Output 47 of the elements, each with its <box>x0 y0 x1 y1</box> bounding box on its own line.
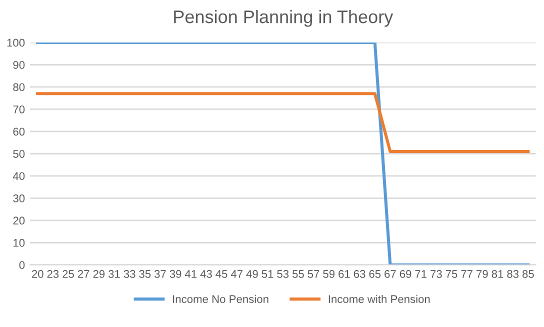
x-tick-label: 59 <box>323 270 335 278</box>
y-tick-label: 70 <box>13 105 25 114</box>
chart-title: Pension Planning in Theory <box>174 10 394 27</box>
x-tick-label: 43 <box>200 270 212 278</box>
x-tick-label: 81 <box>492 270 504 278</box>
x-tick-label: 23 <box>47 270 59 278</box>
x-tick-label: 67 <box>384 270 396 278</box>
y-tick-label: 30 <box>13 194 25 202</box>
x-tick-label: 49 <box>246 270 258 278</box>
x-tick-label: 75 <box>446 270 458 278</box>
x-tick-label: 73 <box>430 270 442 278</box>
x-tick-label: 55 <box>292 270 304 278</box>
x-tick-label: 45 <box>216 270 228 278</box>
x-tick-label: 51 <box>262 270 274 278</box>
x-tick-label: 39 <box>170 270 182 278</box>
y-tick-label: 0 <box>19 261 25 270</box>
x-tick-label: 27 <box>78 270 90 278</box>
legend-label: Income with Pension <box>328 294 430 304</box>
y-tick-label: 40 <box>12 172 25 180</box>
y-tick-label: 100 <box>7 38 25 47</box>
x-tick-label: 35 <box>139 270 151 278</box>
x-tick-label: 33 <box>124 270 136 278</box>
x-tick-label: 20 <box>32 270 44 278</box>
y-tick-label: 80 <box>13 83 25 92</box>
x-tick-label: 63 <box>354 270 366 278</box>
y-tick-label: 60 <box>13 128 25 136</box>
x-tick-label: 25 <box>62 270 74 278</box>
x-tick-label: 61 <box>338 270 350 278</box>
x-tick-label: 31 <box>108 270 120 278</box>
x-tick-label: 57 <box>308 270 320 278</box>
x-tick-label: 77 <box>461 270 472 278</box>
x-tick-label: 83 <box>507 270 519 278</box>
legend-label: Income No Pension <box>173 294 268 304</box>
x-tick-label: 37 <box>154 270 166 278</box>
x-tick-label: 79 <box>476 270 488 278</box>
y-tick-label: 20 <box>13 216 25 225</box>
x-tick-label: 41 <box>184 270 197 278</box>
y-tick-label: 90 <box>13 61 25 69</box>
x-tick-label: 69 <box>400 270 412 278</box>
x-tick-label: 71 <box>415 270 426 278</box>
y-tick-label: 10 <box>14 238 25 247</box>
x-tick-label: 65 <box>369 270 381 278</box>
y-tick-label: 50 <box>13 150 25 158</box>
x-tick-label: 85 <box>522 270 534 278</box>
x-tick-label: 53 <box>277 270 289 278</box>
x-tick-label: 47 <box>230 270 243 278</box>
x-tick-label: 29 <box>93 270 105 278</box>
